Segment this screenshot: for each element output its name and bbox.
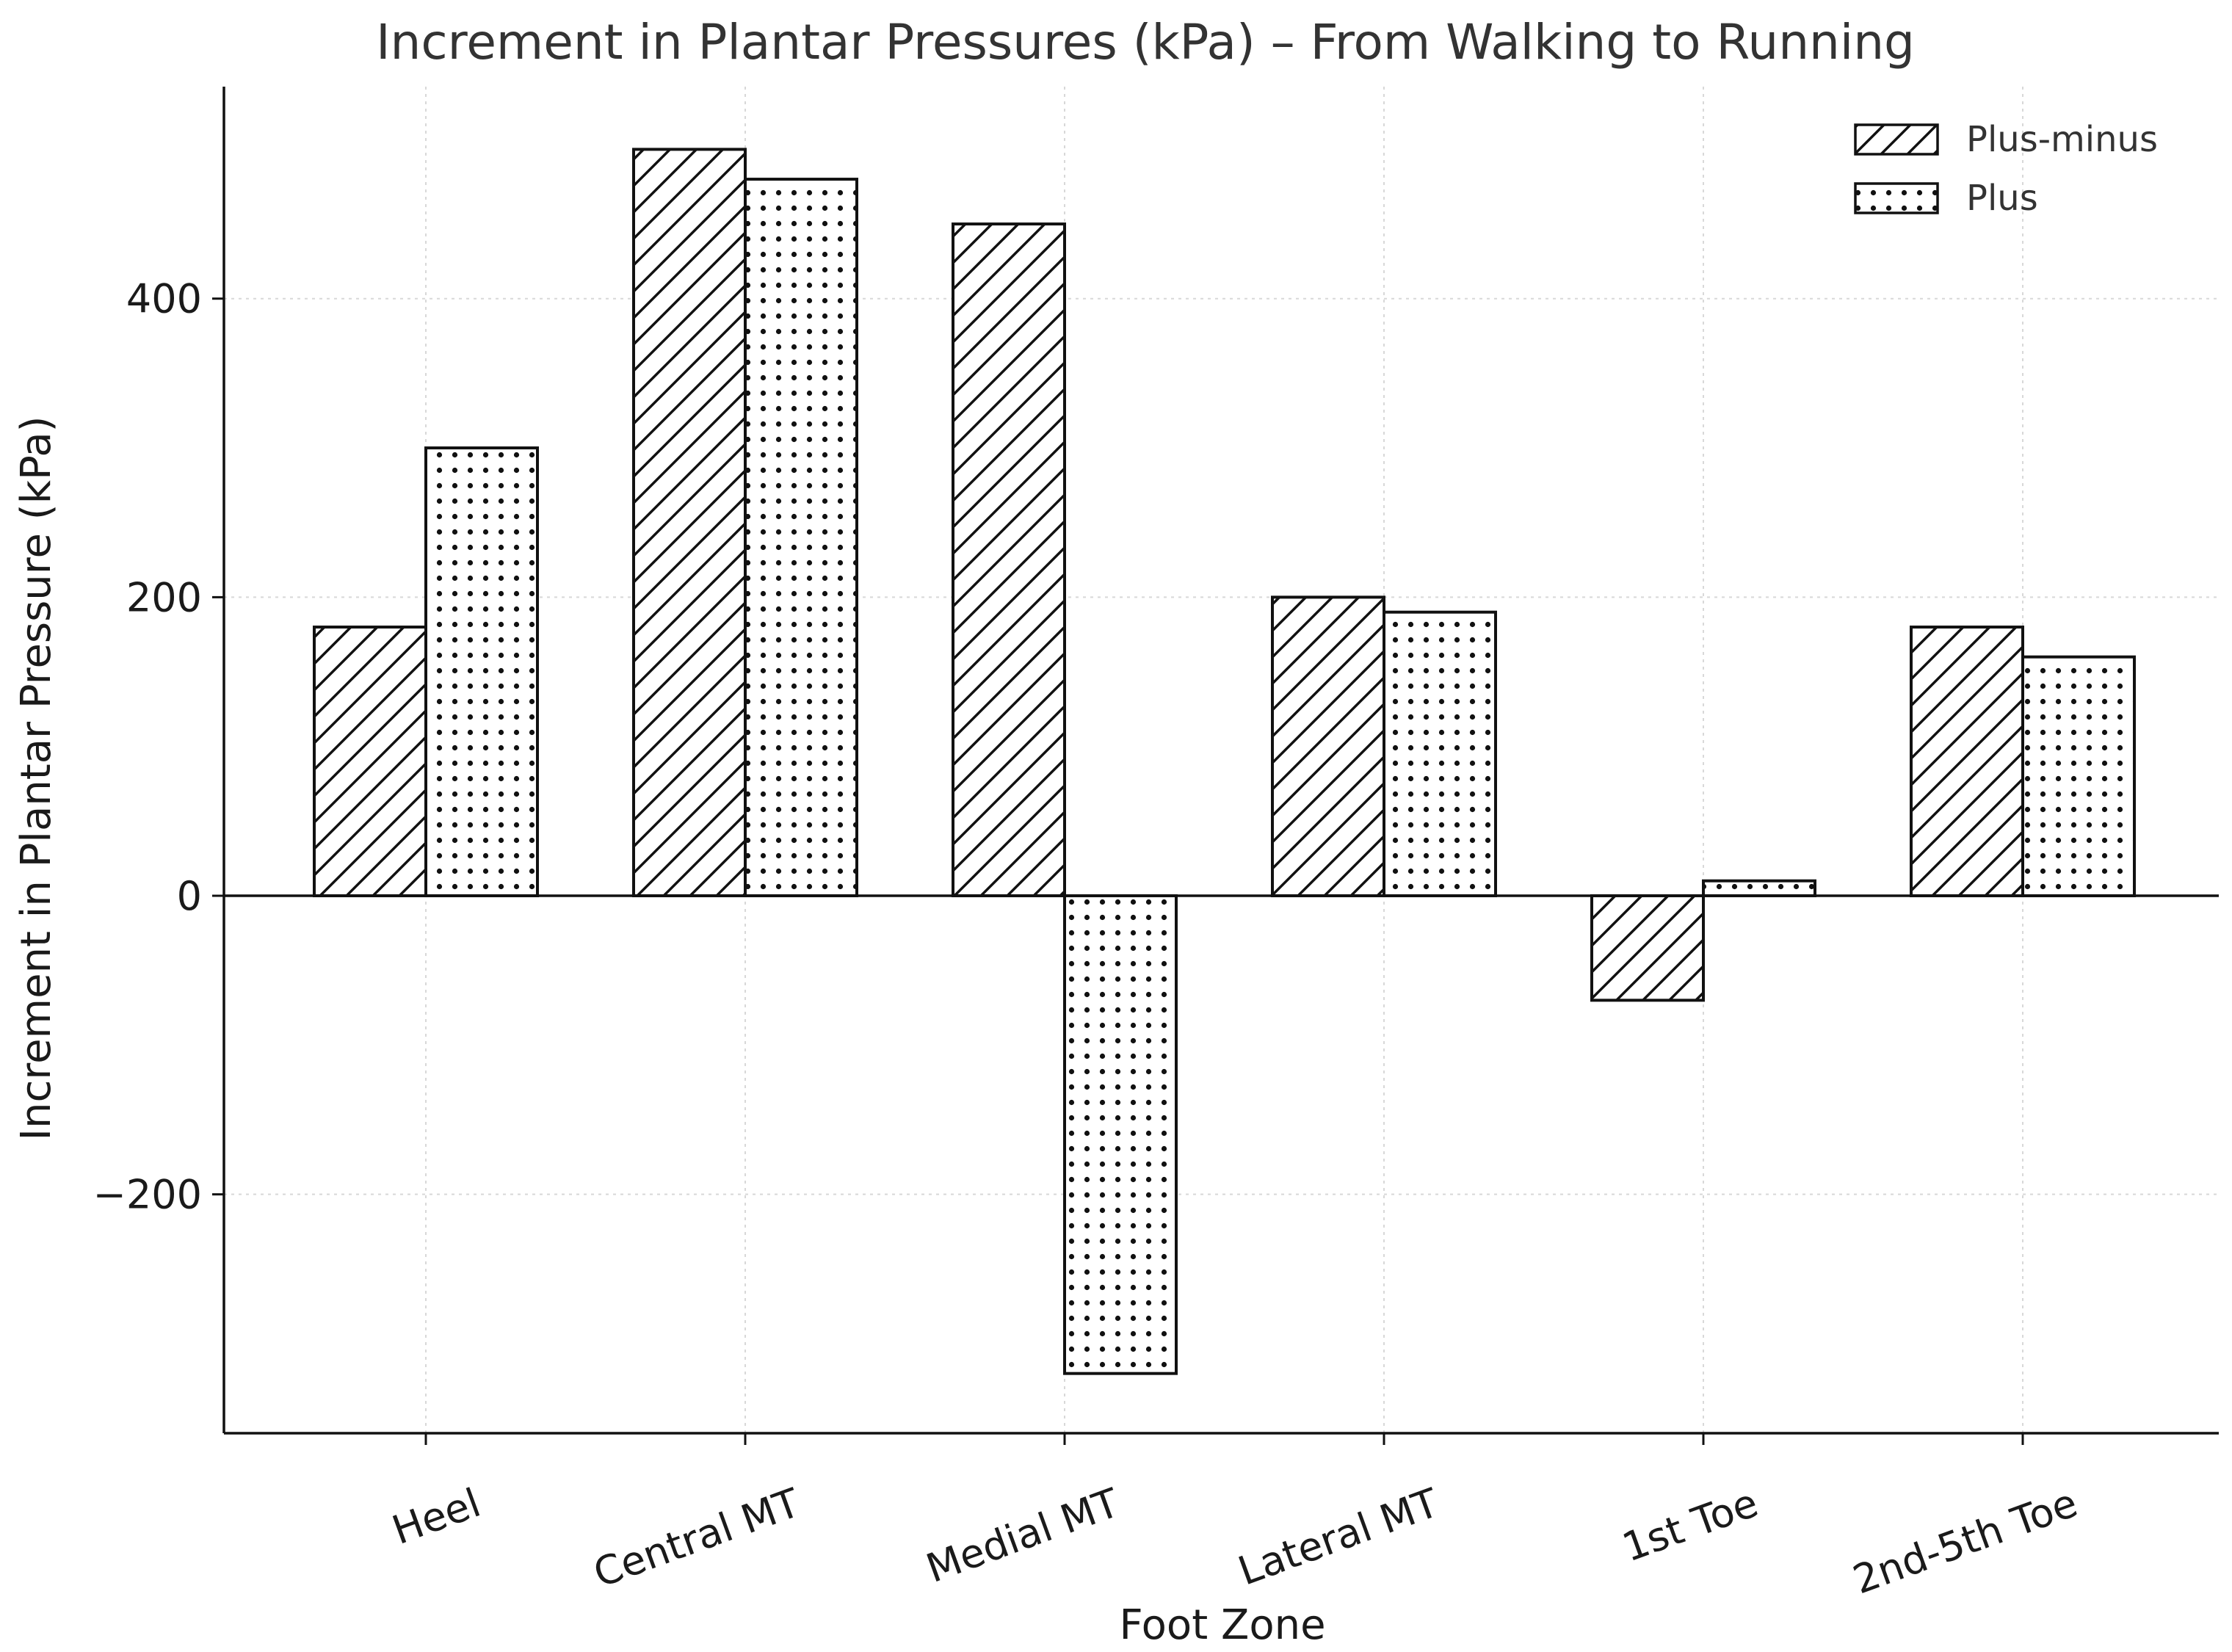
- y-tick-label: 0: [177, 873, 202, 919]
- y-tick-label: −200: [93, 1172, 202, 1218]
- bar-plus-minus: [952, 222, 1066, 898]
- bar-plus-minus: [1910, 626, 2024, 898]
- legend-swatch-plus-minus: [1854, 123, 1939, 156]
- legend-label-plus: Plus: [1966, 178, 2038, 219]
- bar-plus-minus: [632, 148, 747, 898]
- y-axis-label: Increment in Plantar Pressure (kPa): [12, 416, 60, 1141]
- y-tick-label: 400: [126, 276, 202, 322]
- x-tick-label: Lateral MT: [1232, 1479, 1445, 1595]
- chart-title: Increment in Plantar Pressures (kPa) – F…: [376, 14, 1915, 70]
- x-tick-label: 1st Toe: [1617, 1479, 1764, 1571]
- bar-plus-minus: [313, 626, 427, 898]
- bar-plus: [424, 446, 539, 898]
- x-tick-label: Medial MT: [920, 1479, 1126, 1592]
- bar-plus: [744, 178, 858, 898]
- bar-plus: [1383, 610, 1497, 898]
- bar-plus: [1702, 879, 1816, 898]
- axes: [212, 87, 2219, 1445]
- legend-label-plus-minus: Plus-minus: [1966, 119, 2158, 160]
- bar-plus-minus: [1271, 595, 1385, 898]
- x-axis-label: Foot Zone: [1119, 1601, 1325, 1648]
- x-tick-label: 2nd-5th Toe: [1847, 1479, 2084, 1603]
- legend: Plus-minus Plus: [1854, 119, 2158, 219]
- bar-plus-minus: [1590, 894, 1705, 1002]
- y-tick-label: 200: [126, 574, 202, 620]
- x-tick-label: Central MT: [587, 1479, 806, 1597]
- legend-swatch-plus: [1854, 182, 1939, 214]
- x-tick-label: Heel: [386, 1479, 486, 1554]
- bar-plus: [1063, 894, 1178, 1375]
- grid-lines: [224, 87, 2219, 1433]
- bars: [313, 148, 2136, 1375]
- bar-plus: [2021, 655, 2136, 898]
